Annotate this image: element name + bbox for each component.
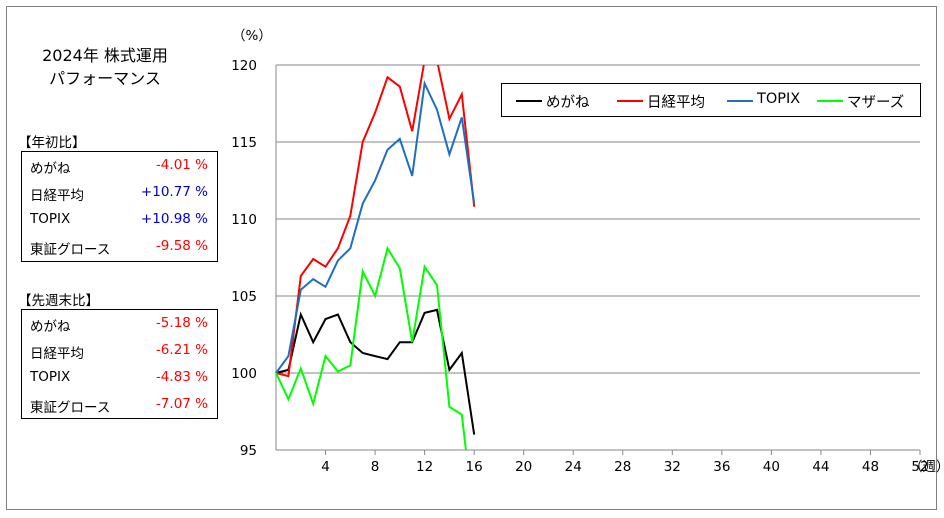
y-tick-label: 105: [231, 289, 257, 305]
x-tick-label: 12: [416, 459, 433, 475]
y-tick-label: 110: [231, 212, 257, 228]
wow-row: 東証グロース -7.07 %: [22, 391, 217, 418]
y-unit-label: （%）: [232, 28, 272, 44]
x-tick-label: 48: [862, 459, 879, 475]
ytd-row: TOPIX +10.98 %: [22, 206, 217, 233]
wow-section-label: 【先週末比】: [18, 293, 99, 309]
wow-row-value: -5.18 %: [155, 315, 208, 331]
y-tick-label: 95: [240, 443, 257, 459]
ytd-row-name: 日経平均: [30, 188, 84, 204]
x-tick-label: 52: [911, 459, 928, 475]
wow-row-value: -4.83 %: [155, 369, 208, 385]
wow-row: TOPIX -4.83 %: [22, 364, 217, 391]
ytd-section-label: 【年初比】: [18, 135, 86, 151]
x-tick-label: 36: [713, 459, 730, 475]
y-tick-label: 115: [231, 135, 257, 151]
series-line: [275, 80, 476, 374]
ytd-row: めがね -4.01 %: [22, 152, 217, 179]
legend-label: マザーズ: [847, 95, 905, 111]
title-line-1: 2024年 株式運用: [42, 46, 168, 65]
legend-label: 日経平均: [647, 95, 705, 111]
x-tick-label: 44: [812, 459, 829, 475]
ytd-row-value: +10.77 %: [140, 184, 208, 200]
legend-swatch: [727, 100, 753, 102]
x-tick-label: 40: [763, 459, 780, 475]
ytd-row-value: +10.98 %: [140, 211, 208, 227]
y-tick-label: 100: [231, 366, 257, 382]
x-tick-label: 20: [515, 459, 532, 475]
ytd-row: 日経平均 +10.77 %: [22, 179, 217, 206]
x-tick-label: 16: [466, 459, 483, 475]
chart-legend: めがね 日経平均 TOPIX マザーズ: [501, 83, 921, 117]
series-line: [275, 245, 467, 450]
series-line: [275, 308, 476, 435]
ytd-table: めがね -4.01 % 日経平均 +10.77 % TOPIX +10.98 % 東証グロー…: [21, 151, 218, 262]
wow-table: めがね -5.18 % 日経平均 -6.21 % TOPIX -4.83 % 東証グロース -…: [21, 309, 218, 419]
ytd-row-name: 東証グロース: [30, 242, 111, 258]
x-tick-label: 24: [565, 459, 582, 475]
x-unit-label: （週）: [909, 459, 944, 475]
wow-row-name: 日経平均: [30, 346, 84, 362]
y-tick-label: 120: [231, 58, 257, 74]
wow-row-value: -6.21 %: [155, 342, 208, 358]
ytd-row-name: TOPIX: [30, 211, 71, 227]
wow-row-name: めがね: [30, 319, 71, 335]
wow-row-value: -7.07 %: [155, 396, 208, 412]
legend-swatch: [516, 100, 542, 102]
legend-label: めがね: [546, 95, 590, 111]
title-line-2: パフォーマンス: [49, 69, 161, 88]
wow-row-name: TOPIX: [30, 369, 71, 385]
legend-swatch: [817, 100, 843, 102]
wow-row-name: 東証グロース: [30, 400, 111, 416]
x-tick-label: 32: [664, 459, 681, 475]
legend-swatch: [617, 100, 643, 102]
ytd-row-value: -4.01 %: [155, 157, 208, 173]
wow-row: 日経平均 -6.21 %: [22, 337, 217, 364]
wow-row: めがね -5.18 %: [22, 310, 217, 337]
x-tick-label: 4: [321, 459, 330, 475]
ytd-row-name: めがね: [30, 161, 71, 177]
chart-title: 2024年 株式運用 パフォーマンス: [30, 44, 180, 90]
series-group: [275, 65, 476, 450]
ytd-row-value: -9.58 %: [155, 238, 208, 254]
x-tick-label: 28: [614, 459, 631, 475]
ytd-row: 東証グロース -9.58 %: [22, 233, 217, 260]
series-line: [275, 65, 476, 378]
x-tick-label: 8: [371, 459, 380, 475]
legend-label: TOPIX: [757, 91, 801, 107]
